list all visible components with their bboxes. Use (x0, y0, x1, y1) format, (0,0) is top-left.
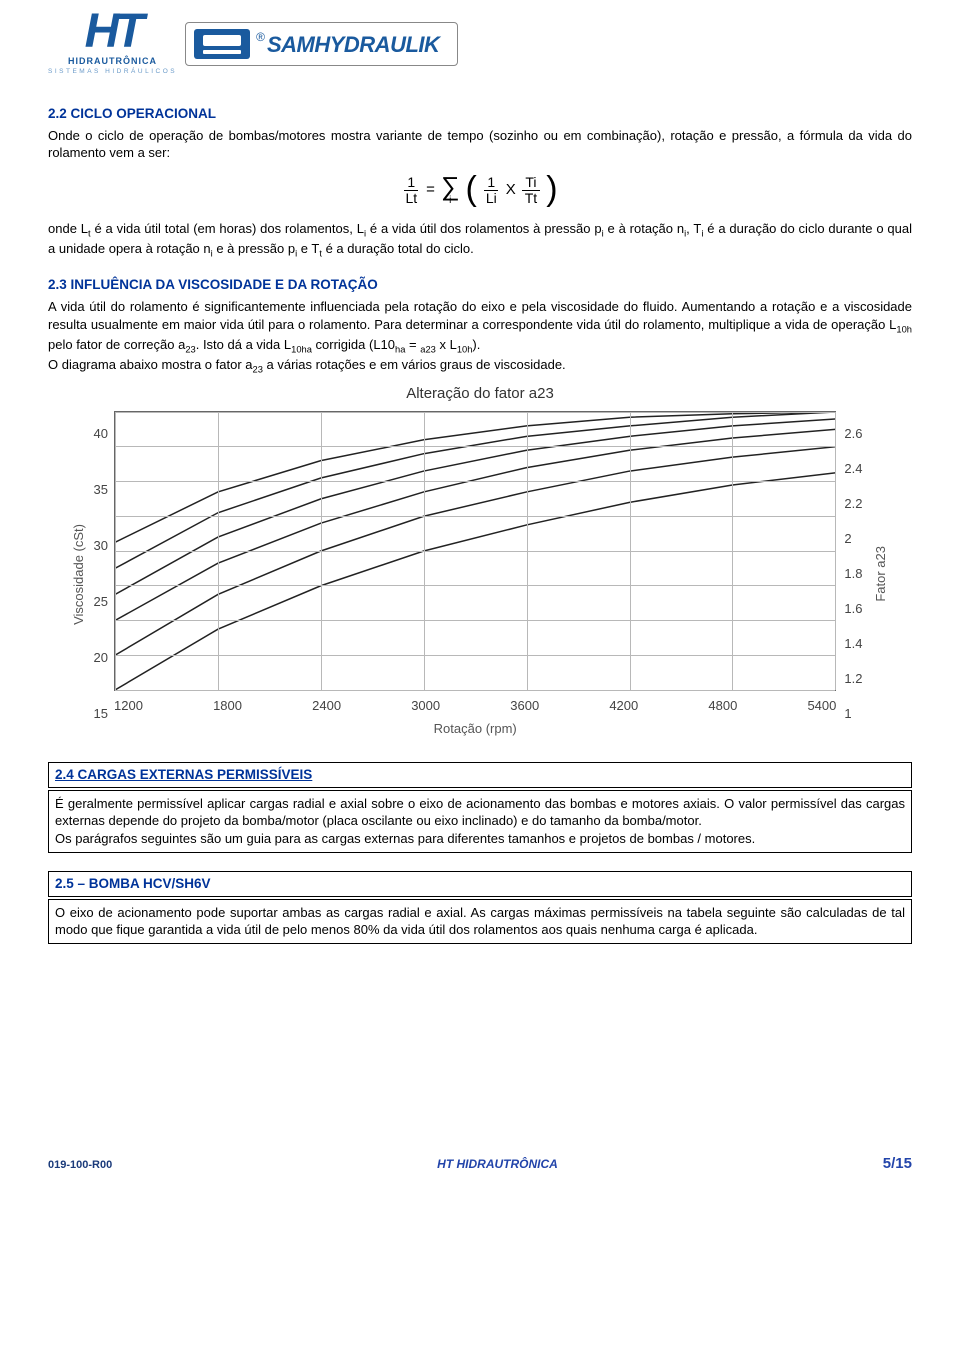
a23-chart: Alteração do fator a23 Viscosidade (cSt)… (70, 384, 890, 737)
logo-sam-icon (194, 29, 250, 59)
logo-sam-text: SAMHYDRAULIK (267, 30, 439, 60)
gridline-v (321, 412, 322, 690)
x-tick: 2400 (312, 697, 341, 715)
y-axis-right: 2.62.42.221.81.61.41.21 Fator a23 (836, 411, 890, 738)
section-2-4-title: 2.4 CARGAS EXTERNAS PERMISSÍVEIS (55, 767, 312, 782)
gridline-h (115, 551, 835, 552)
logo-sam: ® SAMHYDRAULIK (185, 22, 458, 66)
x-tick: 4800 (708, 697, 737, 715)
gridline-h (115, 655, 835, 656)
formula-eq: = (426, 180, 435, 200)
section-2-5-body: O eixo de acionamento pode suportar amba… (48, 899, 912, 944)
chart-title: Alteração do fator a23 (70, 384, 890, 404)
gridline-v (835, 412, 836, 690)
gridline-h (115, 516, 835, 517)
logo-ht-sub1: HIDRAUTRÔNICA (68, 55, 157, 67)
chart-plot-area (114, 411, 836, 691)
logo-ht-sub2: SISTEMAS HIDRÁULICOS (48, 68, 177, 77)
formula: 1 Lt = ∑ i ( 1 Li X Ti Tt ) (48, 174, 912, 205)
header-logos: HT HIDRAUTRÔNICA SISTEMAS HIDRÁULICOS ® … (48, 12, 912, 77)
footer-doc-id: 019-100-R00 (48, 1158, 112, 1173)
x-tick: 3600 (510, 697, 539, 715)
paren-left: ( (465, 178, 476, 202)
formula-term2: Ti Tt (522, 175, 540, 205)
gridline-h (115, 446, 835, 447)
page-footer: 019-100-R00 HT HIDRAUTRÔNICA 5/15 (48, 1154, 912, 1174)
formula-term1: 1 Li (483, 175, 500, 205)
gridline-v (424, 412, 425, 690)
x-tick: 4200 (609, 697, 638, 715)
gridline-v (630, 412, 631, 690)
y-axis-left: Viscosidade (cSt) 403530252015 (70, 411, 114, 738)
section-2-4-body: É geralmente permissível aplicar cargas … (48, 790, 912, 853)
logo-ht-main: HT (85, 12, 141, 53)
formula-lhs: 1 Lt (402, 175, 420, 205)
chart-curve (115, 412, 835, 542)
gridline-v (527, 412, 528, 690)
section-2-2-title: 2.2 CICLO OPERACIONAL (48, 105, 912, 123)
x-label: Rotação (rpm) (114, 720, 836, 738)
x-tick: 1800 (213, 697, 242, 715)
section-2-3-title: 2.3 INFLUÊNCIA DA VISCOSIDADE E DA ROTAÇ… (48, 276, 912, 294)
x-tick: 5400 (807, 697, 836, 715)
x-tick: 3000 (411, 697, 440, 715)
formula-sigma: ∑ i (441, 175, 460, 206)
section-2-5-title-box: 2.5 – BOMBA HCV/SH6V (48, 871, 912, 897)
gridline-h (115, 620, 835, 621)
logo-ht: HT HIDRAUTRÔNICA SISTEMAS HIDRÁULICOS (48, 12, 177, 77)
footer-page-number: 5/15 (883, 1154, 912, 1174)
x-ticks: 1200 1800 2400 3000 3600 4200 4800 5400 (114, 697, 836, 715)
section-2-5-title: 2.5 – BOMBA HCV/SH6V (55, 876, 211, 891)
section-2-4-title-box: 2.4 CARGAS EXTERNAS PERMISSÍVEIS (48, 762, 912, 788)
section-2-3-body: A vida útil do rolamento é significantem… (48, 298, 912, 376)
gridline-h (115, 690, 835, 691)
logo-sam-reg: ® (256, 29, 265, 45)
gridline-v (218, 412, 219, 690)
gridline-h (115, 585, 835, 586)
gridline-v (115, 412, 116, 690)
footer-company: HT HIDRAUTRÔNICA (437, 1156, 558, 1172)
section-2-2-desc: onde Lt é a vida útil total (em horas) d… (48, 220, 912, 260)
gridline-h (115, 481, 835, 482)
gridline-v (732, 412, 733, 690)
y-label-left: Viscosidade (cSt) (70, 524, 88, 625)
section-2-2-intro: Onde o ciclo de operação de bombas/motor… (48, 127, 912, 162)
gridline-h (115, 412, 835, 413)
x-tick: 1200 (114, 697, 143, 715)
formula-mult: X (506, 180, 516, 200)
paren-right: ) (546, 178, 557, 202)
chart-curve (115, 472, 835, 689)
y-label-right: Fator a23 (872, 546, 890, 602)
